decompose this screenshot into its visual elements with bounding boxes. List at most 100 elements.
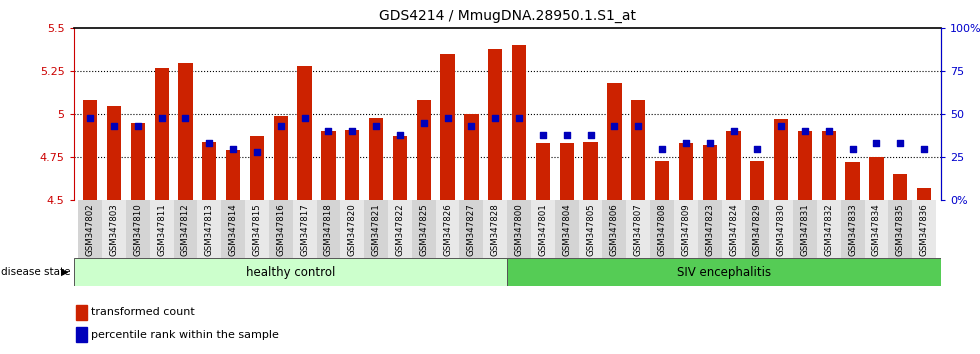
Bar <box>245 200 269 258</box>
Bar <box>317 200 340 258</box>
Text: GSM347827: GSM347827 <box>466 203 476 256</box>
Bar <box>531 200 555 258</box>
Text: GSM347808: GSM347808 <box>658 203 666 256</box>
Bar <box>197 200 221 258</box>
Text: GSM347830: GSM347830 <box>777 203 786 256</box>
Text: GSM347821: GSM347821 <box>371 203 380 256</box>
Bar <box>298 66 312 200</box>
Text: GSM347816: GSM347816 <box>276 203 285 256</box>
Bar <box>889 200 912 258</box>
Bar <box>125 200 150 258</box>
Text: GSM347812: GSM347812 <box>181 203 190 256</box>
Point <box>106 123 122 129</box>
Text: GSM347801: GSM347801 <box>538 203 548 256</box>
Text: GSM347823: GSM347823 <box>706 203 714 256</box>
Bar <box>150 200 173 258</box>
Text: GSM347813: GSM347813 <box>205 203 214 256</box>
Text: GSM347806: GSM347806 <box>610 203 619 256</box>
Bar <box>721 200 746 258</box>
Point <box>512 115 527 120</box>
Text: GSM347818: GSM347818 <box>324 203 333 256</box>
Text: GSM347828: GSM347828 <box>491 203 500 256</box>
Bar <box>536 143 550 200</box>
Text: GSM347803: GSM347803 <box>110 203 119 256</box>
Bar <box>893 174 907 200</box>
Bar <box>679 143 693 200</box>
Text: SIV encephalitis: SIV encephalitis <box>677 266 771 279</box>
Bar <box>75 305 86 320</box>
Bar <box>726 131 741 200</box>
Text: GSM347800: GSM347800 <box>514 203 523 256</box>
Bar <box>817 200 841 258</box>
Text: GDS4214 / MmugDNA.28950.1.S1_at: GDS4214 / MmugDNA.28950.1.S1_at <box>378 9 636 23</box>
Point <box>655 146 670 152</box>
Point <box>416 120 431 126</box>
Point <box>821 129 837 134</box>
Bar <box>583 142 598 200</box>
Text: GSM347814: GSM347814 <box>228 203 237 256</box>
Bar <box>130 123 145 200</box>
Text: GSM347820: GSM347820 <box>348 203 357 256</box>
Text: GSM347817: GSM347817 <box>300 203 309 256</box>
Bar <box>368 118 383 200</box>
Bar <box>178 63 193 200</box>
Bar <box>750 160 764 200</box>
Bar <box>555 200 578 258</box>
Point <box>154 115 170 120</box>
Bar <box>293 200 317 258</box>
Bar <box>155 68 169 200</box>
Bar <box>650 200 674 258</box>
Point <box>559 132 574 138</box>
Bar <box>107 105 122 200</box>
Bar <box>578 200 603 258</box>
Bar <box>698 200 721 258</box>
Bar <box>460 200 483 258</box>
Point <box>773 123 789 129</box>
Point <box>225 146 241 152</box>
Bar <box>412 200 436 258</box>
Bar <box>793 200 817 258</box>
Bar <box>512 45 526 200</box>
Bar <box>483 200 508 258</box>
Bar <box>202 142 217 200</box>
Bar <box>841 200 864 258</box>
Point <box>320 129 336 134</box>
Point <box>797 129 812 134</box>
Point <box>487 115 503 120</box>
Point <box>868 141 884 146</box>
Bar <box>821 131 836 200</box>
Point <box>916 146 932 152</box>
Bar <box>508 258 941 286</box>
Point <box>368 123 384 129</box>
Bar <box>321 131 335 200</box>
Text: GSM347807: GSM347807 <box>634 203 643 256</box>
Bar <box>488 49 503 200</box>
Text: disease state: disease state <box>1 267 71 277</box>
Bar <box>416 101 431 200</box>
Point <box>845 146 860 152</box>
Text: ▶: ▶ <box>61 267 69 277</box>
Point <box>392 132 408 138</box>
Bar <box>560 143 574 200</box>
Text: GSM347804: GSM347804 <box>563 203 571 256</box>
Text: percentile rank within the sample: percentile rank within the sample <box>91 330 279 339</box>
Point <box>130 123 146 129</box>
Bar <box>74 258 508 286</box>
Text: GSM347833: GSM347833 <box>848 203 858 256</box>
Bar <box>78 200 102 258</box>
Bar <box>912 200 936 258</box>
Bar <box>83 101 97 200</box>
Point <box>678 141 694 146</box>
Bar <box>388 200 412 258</box>
Bar <box>746 200 769 258</box>
Bar <box>102 200 125 258</box>
Bar <box>75 327 86 342</box>
Text: GSM347805: GSM347805 <box>586 203 595 256</box>
Point <box>607 123 622 129</box>
Point <box>535 132 551 138</box>
Bar <box>674 200 698 258</box>
Point <box>725 129 741 134</box>
Point <box>297 115 313 120</box>
Text: GSM347809: GSM347809 <box>681 203 690 256</box>
Bar <box>393 137 407 200</box>
